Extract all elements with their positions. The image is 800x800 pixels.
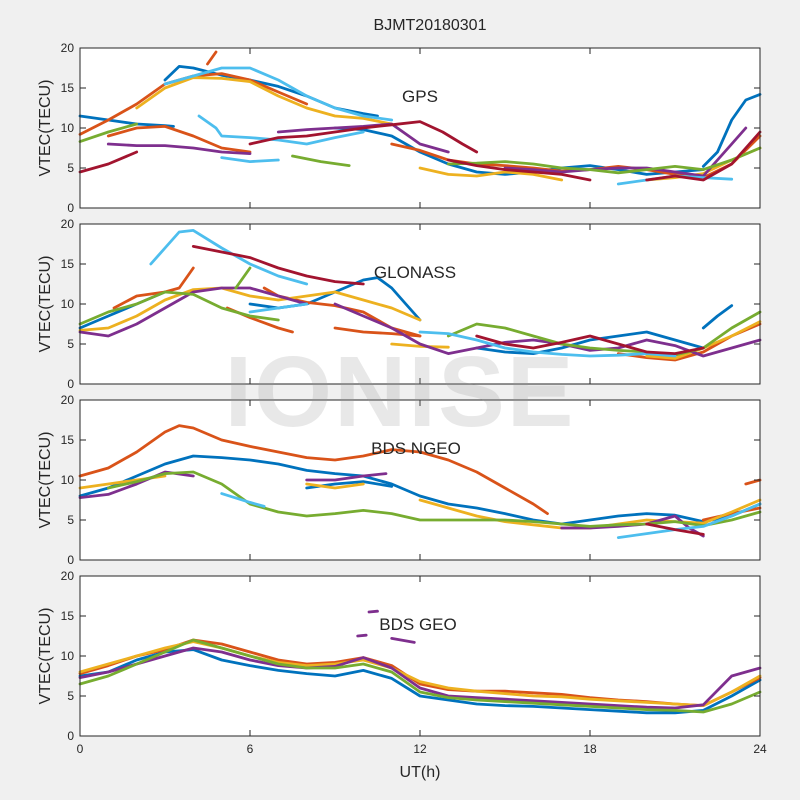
panel-4: 0 5 10 15 20 0 6 12 18 24 VTEC(TECU) BDS GEO bbox=[37, 569, 767, 756]
series-line bbox=[446, 158, 592, 182]
series-line bbox=[645, 130, 762, 182]
y-tick-label: 20 bbox=[61, 217, 75, 231]
series-line bbox=[305, 482, 365, 490]
y-tick-label: 20 bbox=[61, 569, 75, 583]
series-line bbox=[78, 648, 762, 715]
series-line bbox=[390, 342, 450, 349]
series-line bbox=[197, 114, 365, 146]
series-line bbox=[645, 522, 705, 536]
panel-label: BDS GEO bbox=[379, 615, 456, 634]
series-line bbox=[220, 492, 266, 508]
y-tick-label: 5 bbox=[67, 161, 74, 175]
x-tick-label: 0 bbox=[77, 742, 84, 756]
panel-1: 0 5 10 15 20 VTEC(TECU) GPS bbox=[37, 41, 762, 215]
series-line bbox=[367, 609, 379, 614]
series-line bbox=[276, 122, 450, 154]
series-line bbox=[418, 166, 564, 182]
series-line bbox=[475, 330, 705, 355]
series-line bbox=[503, 126, 748, 178]
series-line bbox=[701, 304, 734, 330]
y-tick-label: 15 bbox=[61, 609, 75, 623]
panel-3: 0 5 10 15 20 VTEC(TECU) BDS NGEO bbox=[37, 393, 762, 567]
series-line bbox=[78, 424, 549, 515]
y-tick-label: 0 bbox=[67, 553, 74, 567]
series-line bbox=[291, 154, 351, 167]
panels: 0 5 10 15 20 VTEC(TECU) GPS 0 5 10 15 20 VTEC(TECU) G… bbox=[37, 41, 767, 756]
panel-label: BDS NGEO bbox=[371, 439, 461, 458]
series-line bbox=[616, 502, 762, 539]
panel-2: 0 5 10 15 20 VTEC(TECU) GLONASS bbox=[37, 217, 762, 391]
series-line bbox=[78, 290, 280, 326]
x-tick-label: 18 bbox=[583, 742, 597, 756]
y-tick-label: 10 bbox=[61, 473, 75, 487]
y-axis-label: VTEC(TECU) bbox=[37, 432, 54, 529]
y-tick-label: 0 bbox=[67, 201, 74, 215]
y-tick-label: 5 bbox=[67, 689, 74, 703]
series-line bbox=[78, 286, 309, 338]
y-tick-label: 5 bbox=[67, 513, 74, 527]
series-line bbox=[390, 637, 416, 644]
series-line bbox=[78, 640, 762, 707]
y-tick-label: 15 bbox=[61, 433, 75, 447]
y-tick-label: 10 bbox=[61, 121, 75, 135]
x-axis-label: UT(h) bbox=[400, 764, 441, 781]
y-axis-label: VTEC(TECU) bbox=[37, 80, 54, 177]
series-line bbox=[78, 454, 762, 526]
series-line bbox=[446, 146, 762, 175]
series-line bbox=[248, 120, 479, 154]
chart-title: BJMT20180301 bbox=[374, 17, 487, 34]
plot-area bbox=[80, 48, 760, 208]
series-line bbox=[356, 633, 368, 638]
series-line bbox=[248, 302, 309, 314]
series-line bbox=[206, 50, 218, 66]
x-tick-label: 12 bbox=[413, 742, 427, 756]
series-line bbox=[475, 334, 705, 355]
series-line bbox=[163, 66, 394, 122]
series-line bbox=[106, 125, 252, 154]
y-tick-label: 10 bbox=[61, 297, 75, 311]
series-line bbox=[78, 286, 422, 332]
series-line bbox=[234, 266, 252, 290]
series-line bbox=[220, 156, 280, 163]
series-line bbox=[78, 150, 139, 174]
series-line bbox=[305, 472, 388, 482]
series-line bbox=[744, 478, 762, 486]
series-line bbox=[701, 506, 762, 522]
series-line bbox=[701, 93, 762, 168]
x-tick-label: 6 bbox=[247, 742, 254, 756]
y-tick-label: 20 bbox=[61, 41, 75, 55]
x-tick-label: 24 bbox=[753, 742, 767, 756]
y-tick-label: 10 bbox=[61, 649, 75, 663]
plot-area bbox=[80, 224, 760, 384]
plot-area bbox=[80, 400, 760, 560]
y-tick-label: 0 bbox=[67, 377, 74, 391]
y-axis-label: VTEC(TECU) bbox=[37, 608, 54, 705]
y-tick-label: 20 bbox=[61, 393, 75, 407]
panel-label: GPS bbox=[402, 87, 438, 106]
series-line bbox=[191, 245, 365, 286]
series-line bbox=[149, 229, 309, 286]
series-line bbox=[106, 142, 252, 155]
series-line bbox=[78, 638, 762, 714]
series-line bbox=[78, 122, 139, 143]
series-line bbox=[446, 310, 762, 357]
y-tick-label: 15 bbox=[61, 257, 75, 271]
y-tick-label: 0 bbox=[67, 729, 74, 743]
y-tick-label: 15 bbox=[61, 81, 75, 95]
series-line bbox=[418, 330, 677, 358]
y-axis-label: VTEC(TECU) bbox=[37, 256, 54, 353]
panel-label: GLONASS bbox=[374, 263, 456, 282]
series-line bbox=[78, 646, 762, 710]
y-tick-label: 5 bbox=[67, 337, 74, 351]
series-line bbox=[135, 76, 394, 126]
